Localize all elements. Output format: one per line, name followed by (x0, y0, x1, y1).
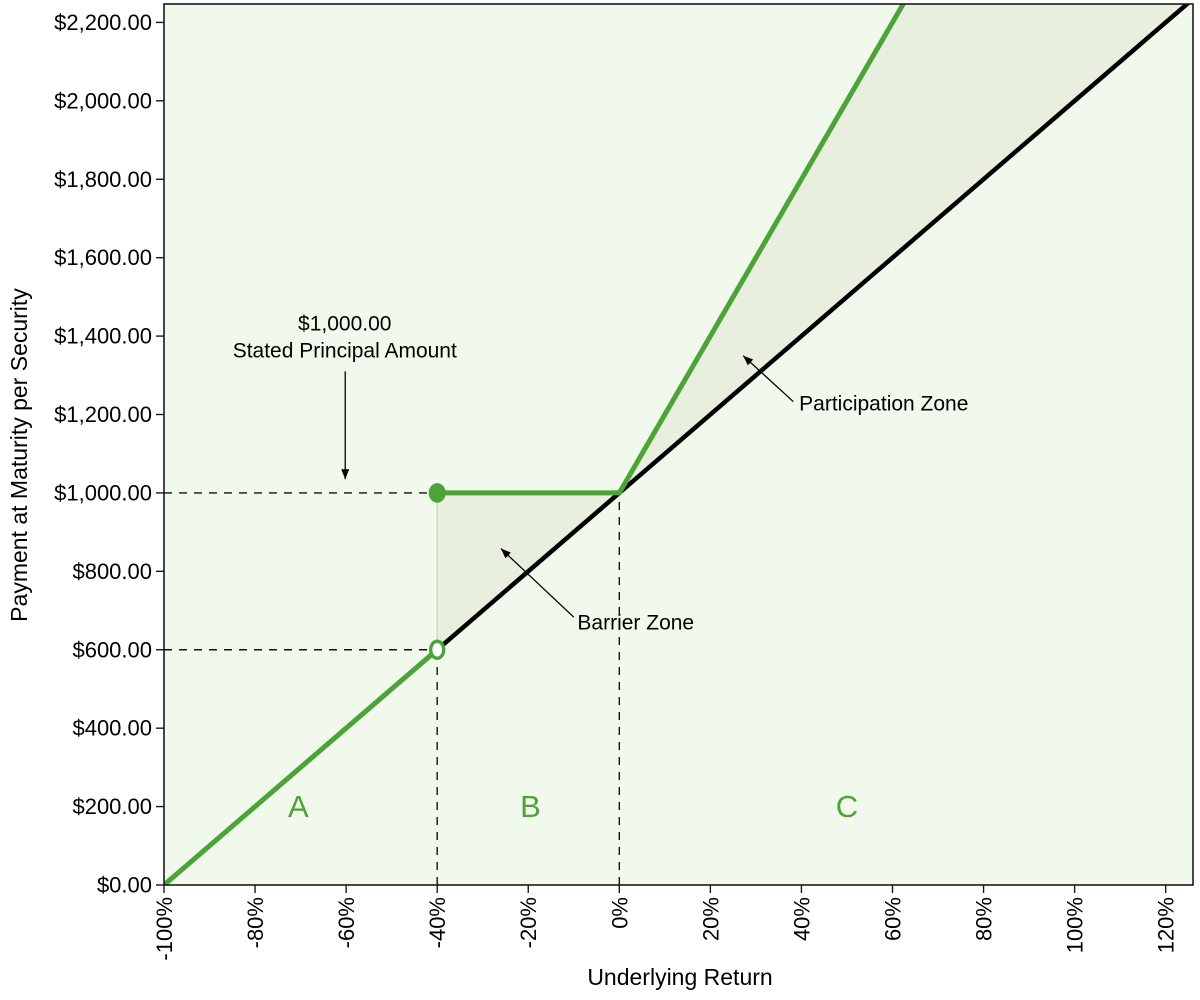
barrier-zone-callout-text: Barrier Zone (577, 611, 694, 634)
x-tick-label: -20% (516, 897, 541, 948)
x-tick-label: 40% (789, 897, 814, 941)
principal-filled-point (428, 483, 446, 503)
y-tick-label: $800.00 (72, 559, 152, 584)
x-tick-label: 0% (607, 897, 632, 929)
participation-zone-callout-text: Participation Zone (799, 393, 968, 416)
barrier-zone-callout-arrow (500, 548, 575, 618)
x-tick-label: -80% (243, 897, 268, 948)
x-tick-label: -40% (425, 897, 450, 948)
zone-label-a: A (288, 789, 309, 824)
x-axis-title: Underlying Return (587, 964, 772, 990)
zone-label-c: C (836, 789, 858, 824)
stated-principal-callout-text: Stated Principal Amount (233, 340, 457, 363)
y-tick-label: $2,200.00 (54, 10, 152, 35)
x-tick-label: 20% (698, 897, 723, 941)
x-tick-label: -60% (334, 897, 359, 948)
y-tick-label: $1,800.00 (54, 167, 152, 192)
stated-principal-callout-text: $1,000.00 (298, 313, 391, 336)
x-tick-label: 60% (880, 897, 905, 941)
y-axis-title: Payment at Maturity per Security (6, 288, 32, 622)
x-tick-label: 80% (972, 897, 997, 941)
zone-label-b: B (520, 789, 541, 824)
y-tick-label: $600.00 (72, 637, 152, 662)
payoff-below-barrier (164, 647, 439, 885)
y-tick-label: $1,600.00 (54, 245, 152, 270)
y-tick-label: $0.00 (97, 873, 152, 898)
y-tick-label: $400.00 (72, 716, 152, 741)
barrier-open-point (428, 639, 446, 660)
y-tick-label: $1,200.00 (54, 402, 152, 427)
x-tick-label: 100% (1063, 897, 1088, 953)
y-tick-label: $2,000.00 (54, 88, 152, 113)
y-tick-label: $200.00 (72, 794, 152, 819)
x-tick-label: 120% (1154, 897, 1179, 953)
y-tick-label: $1,000.00 (54, 480, 152, 505)
x-tick-label: -100% (152, 897, 177, 961)
participation-zone-callout-arrow (742, 355, 794, 403)
plot-frame (163, 3, 1194, 886)
payoff-at-or-above-barrier (437, 4, 907, 496)
y-tick-label: $1,400.00 (54, 324, 152, 349)
